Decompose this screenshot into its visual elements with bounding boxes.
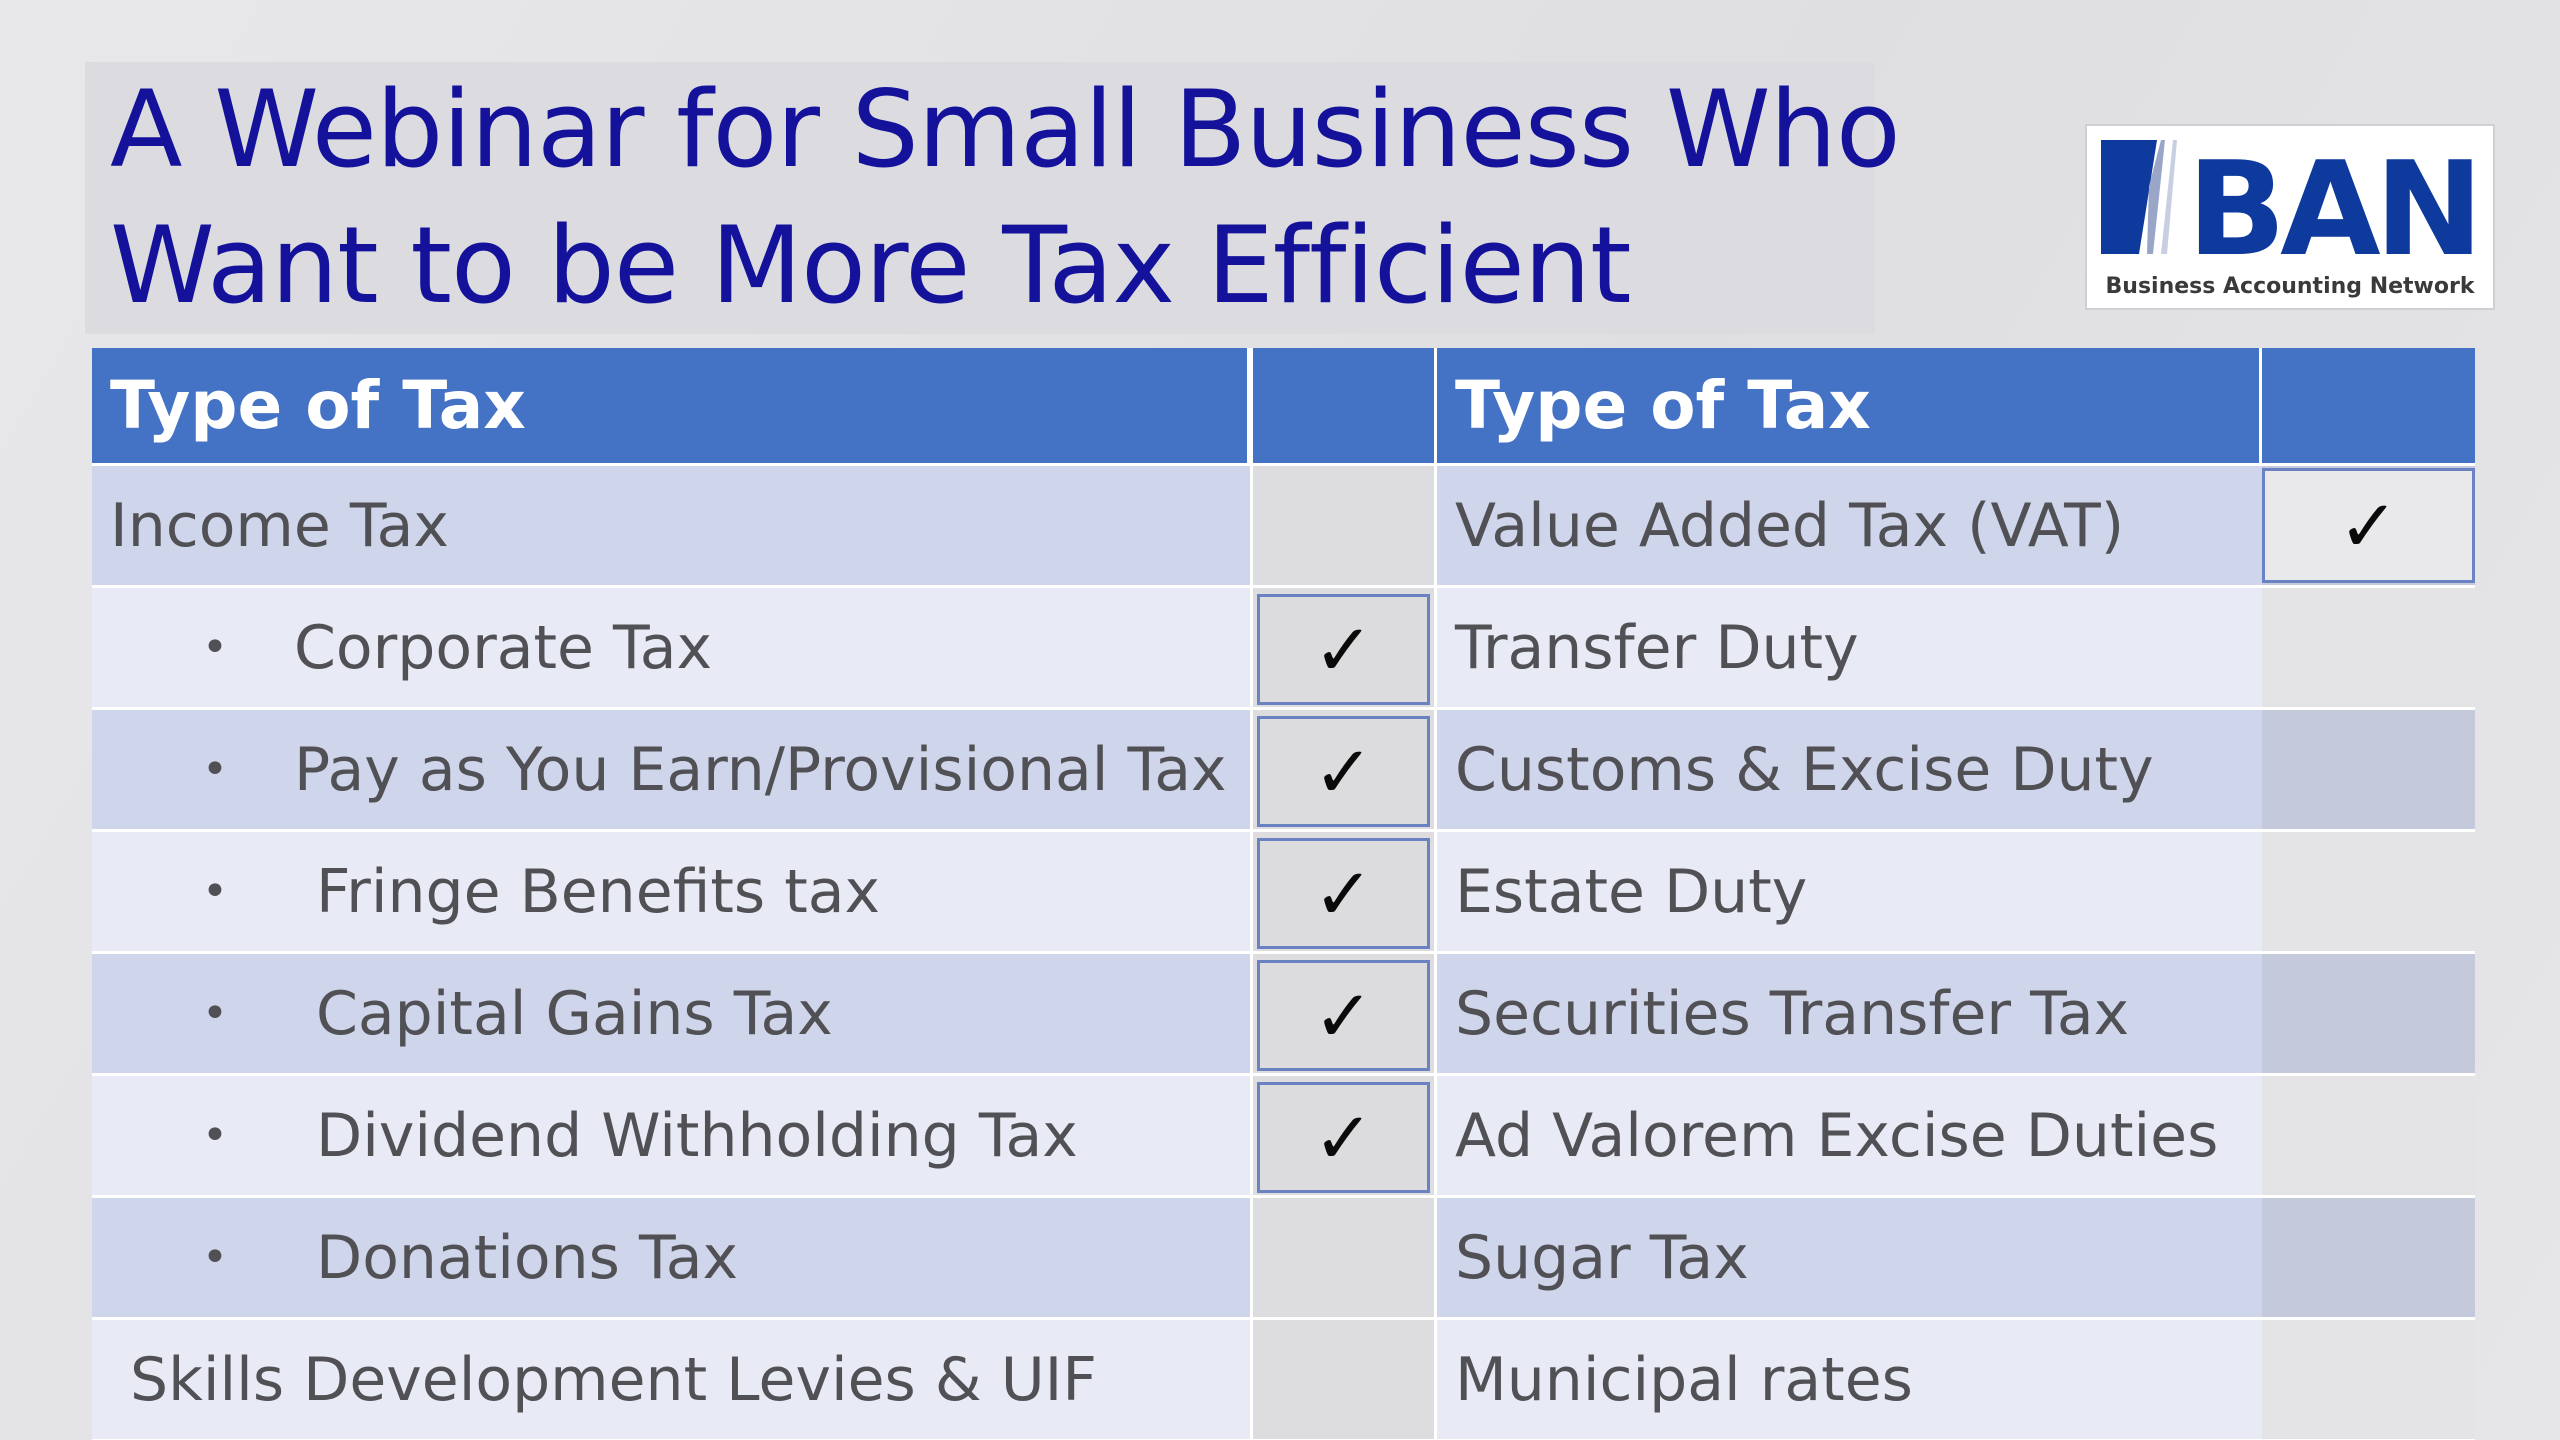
tax-name-label: Securities Transfer Tax (1455, 978, 2130, 1049)
header-check-left (1250, 348, 1437, 466)
tax-name-label: Income Tax (110, 490, 449, 561)
table-row: Skills Development Levies & UIF Municipal… (92, 1320, 2475, 1440)
tax-name-left: • Dividend Withholding Tax (92, 1076, 1250, 1198)
tax-table: Type of Tax Type of Tax Income Tax Value … (92, 348, 2475, 1440)
ban-logo: BAN Business Accounting Network (2085, 124, 2495, 310)
bullet-icon: • (202, 865, 228, 917)
tax-name-left: • Pay as You Earn/Provisional Tax (92, 710, 1250, 832)
logo-wordmark: BAN (2187, 133, 2478, 285)
check-cell-right (2262, 710, 2475, 832)
table-row: Income Tax Value Added Tax (VAT) ✓ (92, 466, 2475, 588)
tax-name-label: Ad Valorem Excise Duties (1455, 1100, 2219, 1171)
tax-name-right: Securities Transfer Tax (1437, 954, 2262, 1076)
check-cell-left: ✓ (1250, 588, 1437, 710)
checkmark-icon: ✓ (1257, 716, 1430, 827)
check-cell-right: ✓ (2262, 466, 2475, 588)
check-cell-right (2262, 1076, 2475, 1198)
bullet-icon: • (202, 1109, 228, 1161)
checkmark-icon: ✓ (1257, 960, 1430, 1071)
tax-name-right: Value Added Tax (VAT) (1437, 466, 2262, 588)
tax-name-left: • Fringe Benefits tax (92, 832, 1250, 954)
bullet-icon: • (202, 621, 228, 673)
bullet-icon: • (202, 743, 228, 795)
tax-name-label: Sugar Tax (1455, 1222, 1749, 1293)
header-check-right (2262, 348, 2475, 466)
tax-name-left: Income Tax (92, 466, 1250, 588)
tax-name-label: Municipal rates (1455, 1344, 1913, 1415)
check-cell-left (1250, 1198, 1437, 1320)
logo-tagline: Business Accounting Network (2105, 274, 2475, 299)
check-cell-left: ✓ (1250, 954, 1437, 1076)
check-cell-right (2262, 588, 2475, 710)
tax-name-right: Estate Duty (1437, 832, 2262, 954)
check-cell-left (1250, 1320, 1437, 1440)
tax-name-label: Transfer Duty (1455, 612, 1859, 683)
tax-name-label: Donations Tax (316, 1222, 738, 1293)
checkmark-icon: ✓ (1257, 1082, 1430, 1193)
tax-name-label: Estate Duty (1455, 856, 1808, 927)
tax-name-label: Skills Development Levies & UIF (130, 1344, 1097, 1415)
checkmark-icon: ✓ (1257, 838, 1430, 949)
tax-name-label: Customs & Excise Duty (1455, 734, 2154, 805)
slide-title-line-2: Want to be More Tax Efficient (110, 204, 1632, 327)
tax-name-right: Ad Valorem Excise Duties (1437, 1076, 2262, 1198)
table-row: • Pay as You Earn/Provisional Tax ✓ Customs… (92, 710, 2475, 832)
table-row: • Dividend Withholding Tax ✓ Ad Valorem Exc… (92, 1076, 2475, 1198)
tax-name-label: Fringe Benefits tax (316, 856, 881, 927)
header-type-of-tax-right: Type of Tax (1437, 348, 2262, 466)
ban-logo-mark: BAN (2101, 133, 2484, 285)
table-row: • Donations Tax Sugar Tax (92, 1198, 2475, 1320)
tax-name-left: • Corporate Tax (92, 588, 1250, 710)
slide-title-line-1: A Webinar for Small Business Who (110, 68, 1901, 191)
table-row: • Capital Gains Tax ✓ Securities Transfer T… (92, 954, 2475, 1076)
tax-name-right: Customs & Excise Duty (1437, 710, 2262, 832)
check-cell-left (1250, 466, 1437, 588)
check-cell-right (2262, 1198, 2475, 1320)
header-type-of-tax-left: Type of Tax (92, 348, 1250, 466)
table-body: Income Tax Value Added Tax (VAT) ✓ • Corpora… (92, 466, 2475, 1440)
tax-name-right: Municipal rates (1437, 1320, 2262, 1440)
table-header-row: Type of Tax Type of Tax (92, 348, 2475, 466)
table-row: • Corporate Tax ✓ Transfer Duty (92, 588, 2475, 710)
check-cell-left: ✓ (1250, 832, 1437, 954)
table-row: • Fringe Benefits tax ✓ Estate Duty (92, 832, 2475, 954)
slide-title: A Webinar for Small Business Who Want to… (110, 62, 1901, 334)
tax-name-label: Pay as You Earn/Provisional Tax (294, 734, 1227, 805)
check-cell-left: ✓ (1250, 710, 1437, 832)
check-cell-left: ✓ (1250, 1076, 1437, 1198)
tax-name-left: • Capital Gains Tax (92, 954, 1250, 1076)
tax-name-label: Corporate Tax (294, 612, 713, 683)
tax-name-right: Sugar Tax (1437, 1198, 2262, 1320)
check-cell-right (2262, 954, 2475, 1076)
check-cell-right (2262, 832, 2475, 954)
tax-name-label: Capital Gains Tax (316, 978, 833, 1049)
tax-name-left: • Donations Tax (92, 1198, 1250, 1320)
checkmark-icon: ✓ (1257, 594, 1430, 705)
title-background (85, 62, 1875, 334)
checkmark-icon: ✓ (2262, 468, 2475, 583)
tax-name-label: Value Added Tax (VAT) (1455, 490, 2125, 561)
bullet-icon: • (202, 987, 228, 1039)
bullet-icon: • (202, 1231, 228, 1283)
tax-name-label: Dividend Withholding Tax (316, 1100, 1078, 1171)
tax-name-right: Transfer Duty (1437, 588, 2262, 710)
tax-name-left: Skills Development Levies & UIF (92, 1320, 1250, 1440)
check-cell-right (2262, 1320, 2475, 1440)
